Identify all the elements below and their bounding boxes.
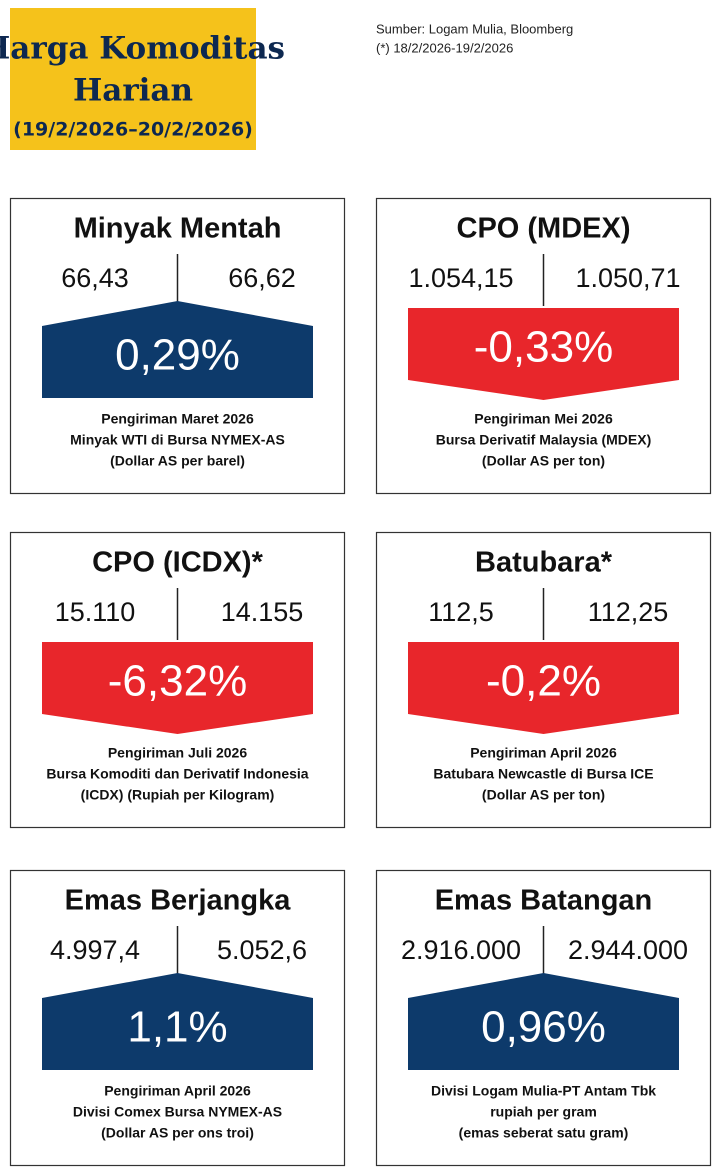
card-title: Minyak Mentah: [74, 213, 282, 245]
change-arrow: [42, 301, 313, 398]
card-title: Emas Berjangka: [65, 885, 292, 917]
note: (Dollar AS per ton): [482, 787, 605, 803]
note: Pengiriman Mei 2026: [474, 411, 613, 427]
note: Divisi Logam Mulia-PT Antam Tbk: [431, 1083, 656, 1099]
note: Pengiriman Juli 2026: [108, 745, 247, 761]
price-before: 66,43: [61, 263, 129, 293]
note: (Dollar AS per ons troi): [101, 1125, 254, 1141]
header-box: [10, 8, 256, 150]
change: -0,2%: [486, 657, 601, 706]
header-title: Harga Komoditas: [0, 31, 285, 67]
price-after: 5.052,6: [217, 935, 307, 965]
change-arrow: [408, 973, 679, 1070]
note: (Dollar AS per barel): [110, 453, 245, 469]
change: 1,1%: [127, 1003, 227, 1052]
change-arrow: [42, 642, 313, 734]
note: Pengiriman April 2026: [470, 745, 617, 761]
note: (Dollar AS per ton): [482, 453, 605, 469]
source: Sumber: Logam Mulia, Bloomberg: [376, 21, 573, 36]
price-after: 1.050,71: [575, 263, 680, 293]
note: Pengiriman Maret 2026: [101, 411, 254, 427]
note: Bursa Derivatif Malaysia (MDEX): [436, 432, 652, 448]
change: 0,29%: [115, 331, 240, 380]
note: (ICDX) (Rupiah per Kilogram): [81, 787, 275, 803]
note: rupiah per gram: [490, 1104, 597, 1120]
source: (*) 18/2/2026-19/2/2026: [376, 40, 513, 55]
header-period: (19/2/2026–20/2/2026): [13, 119, 253, 141]
price-before: 15.110: [55, 597, 136, 627]
note: Batubara Newcastle di Bursa ICE: [433, 766, 653, 782]
note: Bursa Komoditi dan Derivatif Indonesia: [46, 766, 308, 782]
change-arrow: [408, 642, 679, 734]
change: 0,96%: [481, 1003, 606, 1052]
price-before: 2.916.000: [401, 935, 521, 965]
card-title: CPO (MDEX): [457, 213, 631, 245]
price-after: 14.155: [221, 597, 304, 627]
price-after: 112,25: [588, 597, 669, 627]
card-title: Emas Batangan: [435, 885, 653, 917]
header-title: Harian: [73, 73, 193, 109]
note: Minyak WTI di Bursa NYMEX-AS: [70, 432, 285, 448]
card-title: Batubara*: [475, 547, 613, 579]
price-after: 2.944.000: [568, 935, 688, 965]
price-before: 112,5: [428, 597, 494, 627]
change: -6,32%: [108, 657, 247, 706]
price-after: 66,62: [228, 263, 296, 293]
change-arrow: [42, 973, 313, 1070]
change-arrow: [408, 308, 679, 400]
note: Divisi Comex Bursa NYMEX-AS: [73, 1104, 282, 1120]
price-before: 1.054,15: [408, 263, 513, 293]
note: Pengiriman April 2026: [104, 1083, 251, 1099]
price-before: 4.997,4: [50, 935, 140, 965]
change: -0,33%: [474, 323, 613, 372]
card-title: CPO (ICDX)*: [92, 547, 264, 579]
note: (emas seberat satu gram): [459, 1125, 629, 1141]
